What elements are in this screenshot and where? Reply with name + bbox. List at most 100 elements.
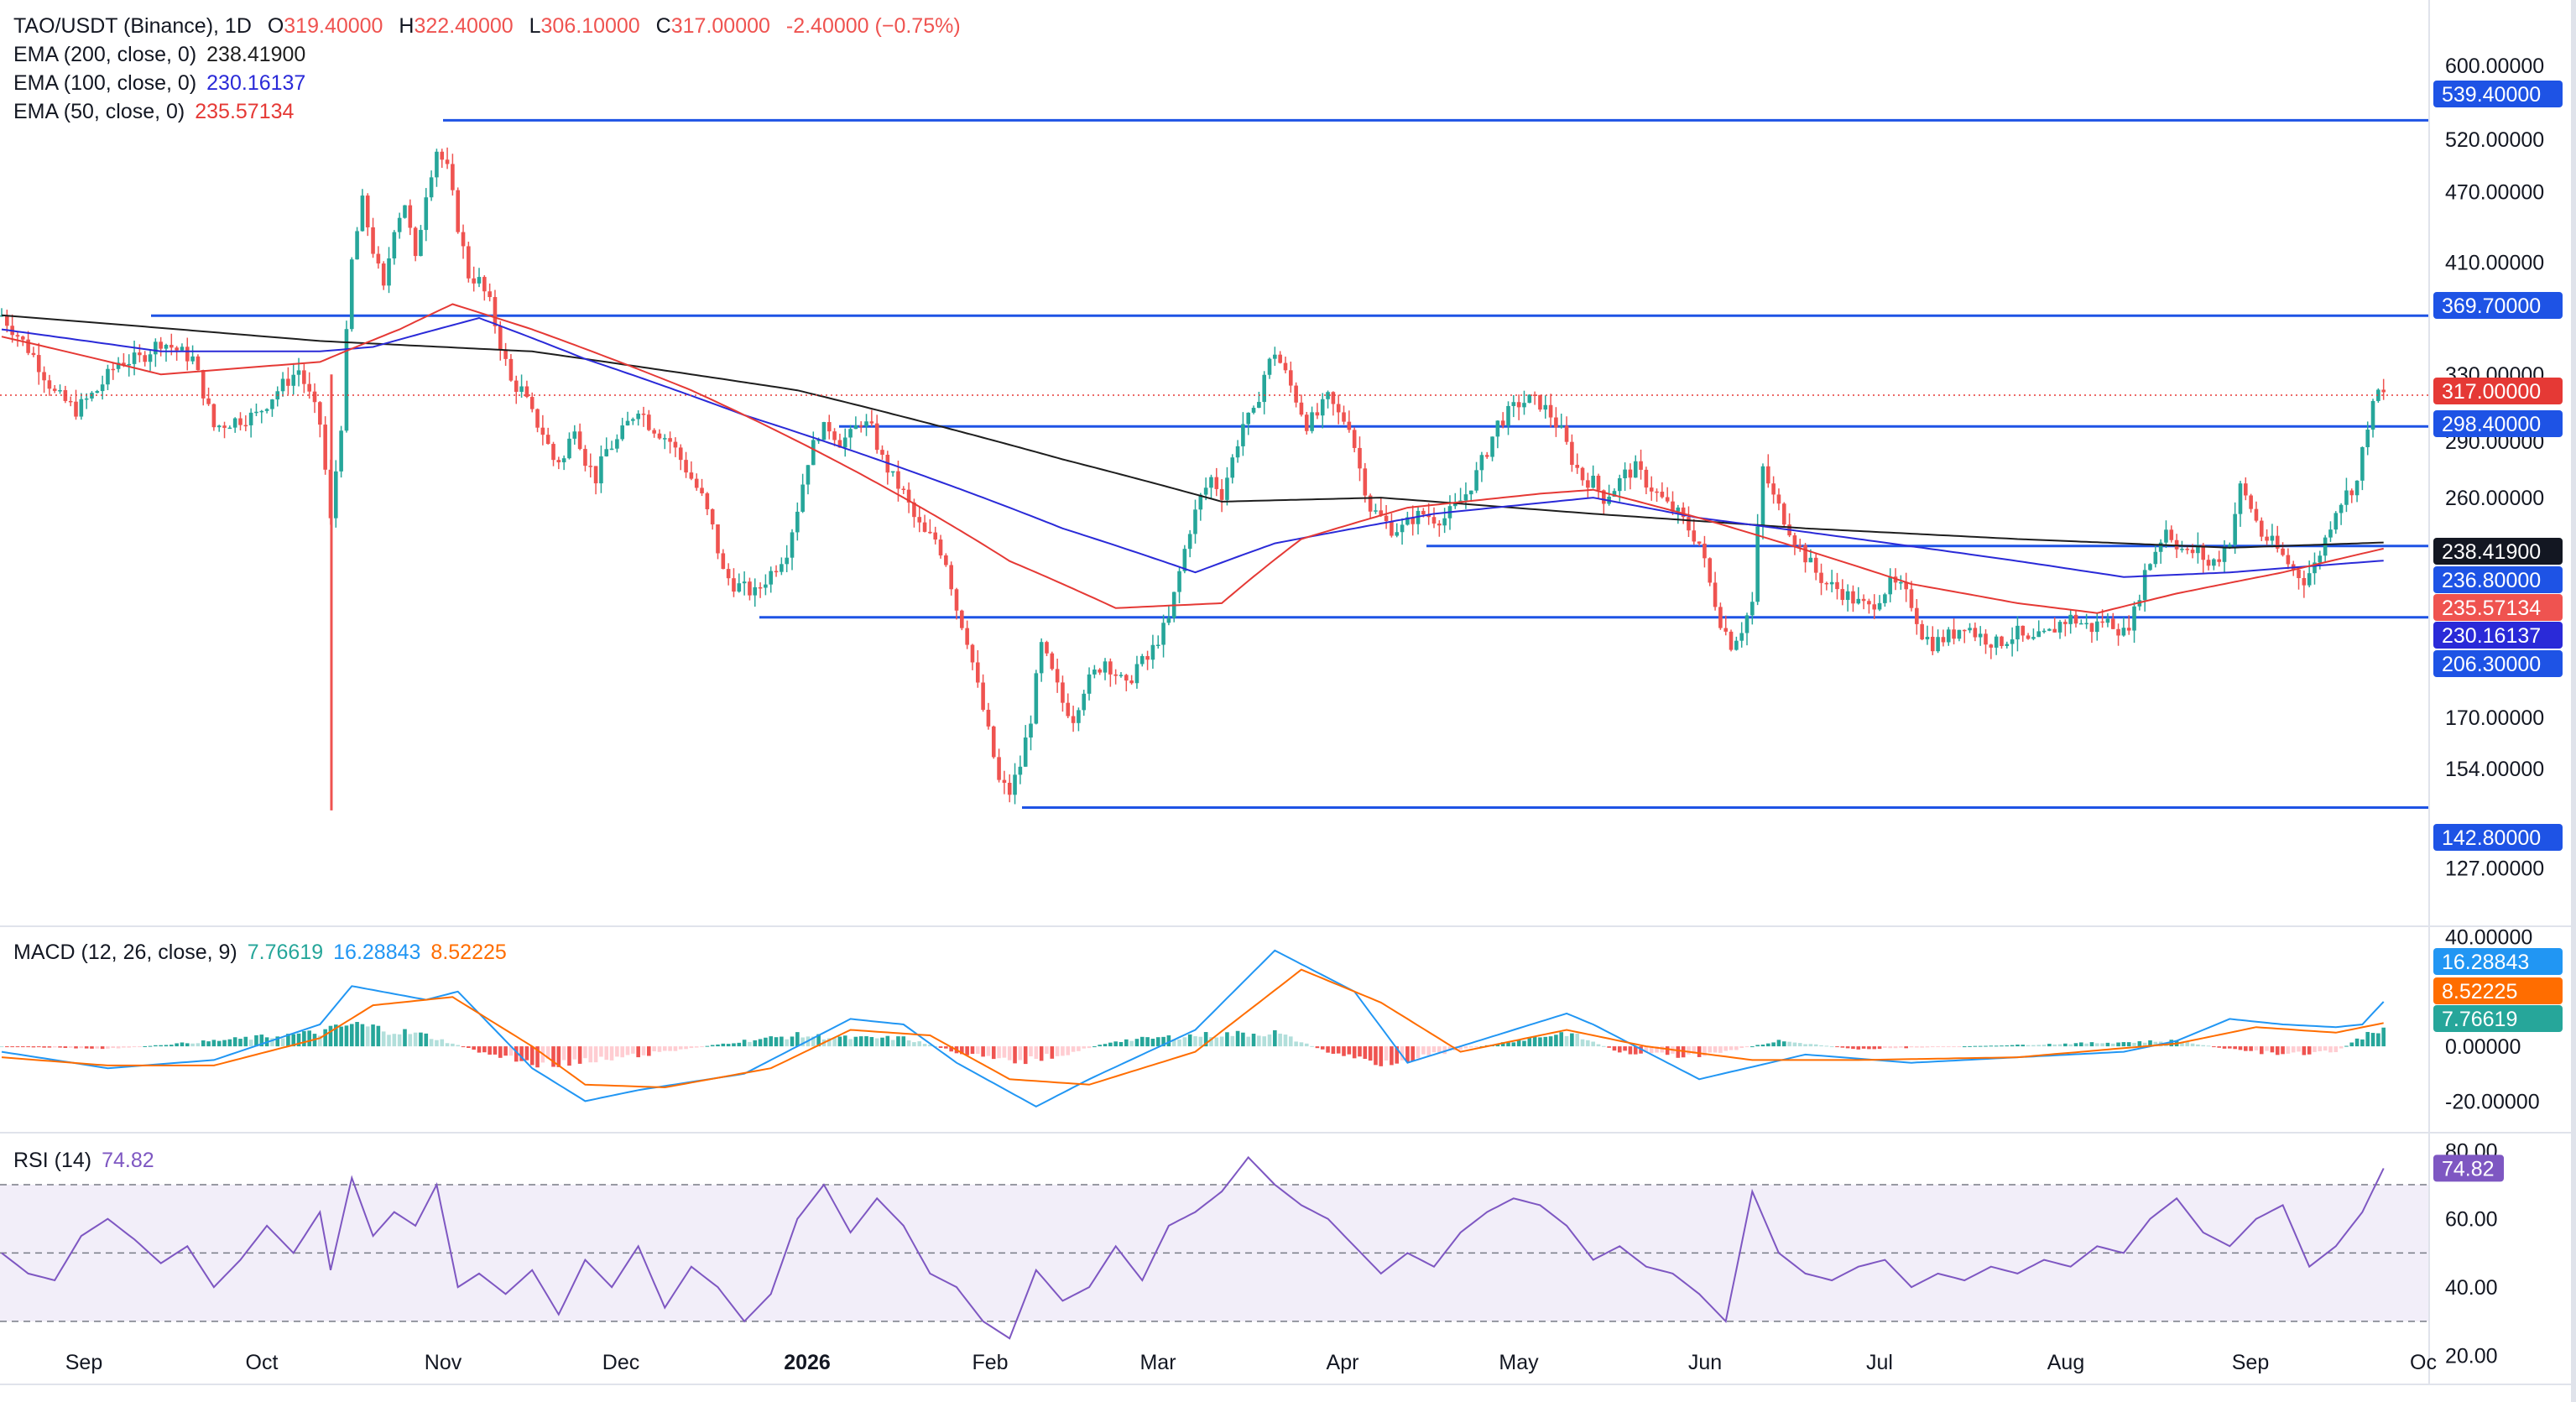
price-tag-label: 298.40000 <box>2442 413 2541 436</box>
candle-body <box>2132 606 2136 631</box>
macd-histogram-bar <box>376 1025 381 1047</box>
candle-body <box>482 277 487 292</box>
macd-histogram-bar <box>1039 1046 1044 1061</box>
candle-body <box>403 205 407 218</box>
macd-histogram-bar <box>874 1038 879 1047</box>
macd-histogram-bar <box>365 1026 370 1047</box>
macd-histogram-bar <box>2010 1045 2015 1047</box>
price-tag-label: 238.41900 <box>2442 540 2541 564</box>
macd-tag-label: 16.28843 <box>2442 951 2529 974</box>
candle-body <box>2000 636 2004 646</box>
macd-histogram-bar <box>652 1046 656 1052</box>
macd-histogram-bar <box>143 1045 147 1047</box>
symbol-title[interactable]: TAO/USDT (Binance), 1D <box>13 14 252 38</box>
candle-body <box>981 682 985 710</box>
price-pane[interactable] <box>0 118 2429 810</box>
candle-body <box>1342 412 1346 422</box>
candle-body <box>922 522 927 532</box>
ema100-legend[interactable]: EMA (100, close, 0) 230.16137 <box>13 69 315 97</box>
macd-histogram-bar <box>1962 1046 1967 1048</box>
macd-histogram-bar <box>1384 1046 1389 1061</box>
candle-body <box>599 456 603 484</box>
candle-body <box>36 355 41 373</box>
macd-histogram-bar <box>10 1046 14 1048</box>
macd-histogram-bar <box>694 1046 699 1048</box>
candle-body <box>286 378 290 386</box>
candle-body <box>2286 555 2291 565</box>
candle-body <box>732 578 736 592</box>
candle-body <box>832 431 837 440</box>
macd-histogram-bar <box>190 1043 195 1047</box>
price-axis-label: 127.00000 <box>2445 857 2544 881</box>
macd-histogram-bar <box>1718 1046 1723 1053</box>
macd-histogram-bar <box>482 1046 487 1053</box>
candle-body <box>970 644 975 663</box>
candle-body <box>858 425 863 427</box>
macd-histogram-bar <box>1527 1037 1532 1047</box>
ema50-legend[interactable]: EMA (50, close, 0) 235.57134 <box>13 97 304 126</box>
candle-body <box>2084 623 2088 625</box>
macd-histogram-bar <box>344 1025 349 1047</box>
macd-histogram-bar <box>1973 1045 1978 1047</box>
macd-histogram-bar <box>1936 1046 1940 1048</box>
macd-histogram-bar <box>413 1032 418 1047</box>
candle-body <box>1241 424 1245 446</box>
candle-body <box>1326 392 1330 399</box>
candle-body <box>2005 644 2010 646</box>
candle-body <box>2031 637 2036 639</box>
candle-body <box>376 253 381 264</box>
candle-body <box>721 553 726 570</box>
ohlc-low: L306.10000 <box>529 14 640 38</box>
macd-histogram-bar <box>811 1036 816 1047</box>
candle-body <box>2297 569 2301 579</box>
price-tag <box>2433 566 2563 593</box>
candle-body <box>1899 581 1903 584</box>
candle-body <box>1479 455 1484 471</box>
candle-body <box>694 478 699 488</box>
candle-body <box>1320 399 1325 416</box>
macd-histogram-bar <box>2042 1045 2047 1047</box>
macd-histogram-bar <box>519 1046 524 1061</box>
macd-histogram-bar <box>503 1046 508 1056</box>
candle-body <box>1580 467 1585 481</box>
macd-histogram-bar <box>1061 1046 1065 1056</box>
candle-body <box>1039 642 1044 674</box>
macd-histogram-bar <box>986 1046 991 1056</box>
candle-body <box>1278 354 1282 363</box>
candle-body <box>1617 478 1622 492</box>
price-tag-label: 236.80000 <box>2442 569 2541 592</box>
candle-body <box>2307 573 2312 586</box>
rsi-legend[interactable]: RSI (14) 74.82 <box>13 1146 164 1175</box>
candle-body <box>514 380 519 393</box>
candle-body <box>419 230 423 257</box>
rsi-pane[interactable] <box>0 1155 2429 1340</box>
candle-body <box>917 517 922 523</box>
candle-body <box>2021 625 2026 636</box>
macd-histogram-bar <box>1018 1046 1023 1061</box>
time-axis-label: Apr <box>1327 1351 1359 1374</box>
macd-histogram-bar <box>1395 1046 1400 1064</box>
macd-line-value: 16.28843 <box>333 941 421 964</box>
candle-body <box>2105 618 2110 623</box>
macd-pane[interactable] <box>0 949 2386 1108</box>
candle-body <box>689 472 694 479</box>
macd-histogram-bar <box>647 1046 651 1056</box>
candle-body <box>47 380 52 389</box>
macd-histogram-bar <box>1092 1046 1097 1048</box>
candle-body <box>657 433 662 439</box>
candle-body <box>360 195 365 232</box>
macd-histogram-bar <box>1124 1039 1129 1047</box>
candle-body <box>1495 420 1500 437</box>
macd-histogram-bar <box>1909 1046 1914 1048</box>
ema200-legend[interactable]: EMA (200, close, 0) 238.41900 <box>13 40 315 69</box>
candle-body <box>1840 589 1845 600</box>
macd-histogram-bar <box>1267 1034 1272 1047</box>
macd-histogram-bar <box>1251 1034 1256 1047</box>
candle-body <box>758 586 763 589</box>
candle-body <box>1390 521 1394 536</box>
macd-legend[interactable]: MACD (12, 26, close, 9) 7.76619 16.28843 8.… <box>13 938 517 967</box>
macd-histogram-bar <box>286 1034 290 1047</box>
candle-body <box>456 190 461 232</box>
macd-histogram-bar <box>68 1046 73 1048</box>
